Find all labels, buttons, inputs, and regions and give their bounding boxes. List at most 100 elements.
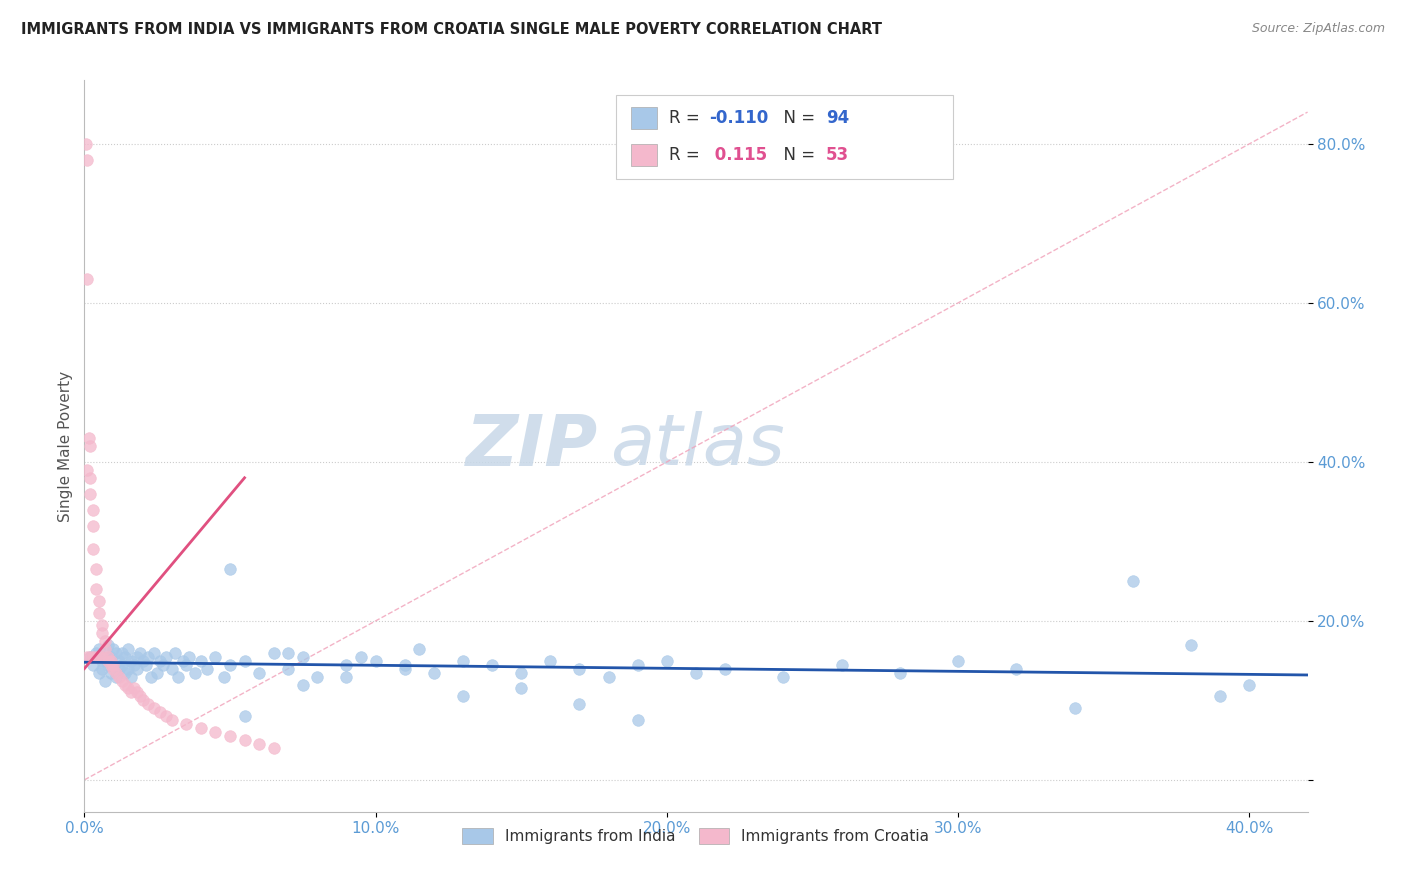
Point <box>79 439 101 453</box>
Point <box>125 662 148 676</box>
Point <box>79 486 101 500</box>
Point <box>82 657 104 672</box>
Point <box>82 542 104 557</box>
Y-axis label: Single Male Poverty: Single Male Poverty <box>58 370 73 522</box>
Point <box>204 649 226 664</box>
Point <box>149 654 172 668</box>
Point <box>179 649 201 664</box>
Point <box>772 669 794 683</box>
Point <box>163 646 186 660</box>
Point <box>84 562 107 576</box>
Point <box>451 690 474 704</box>
Point <box>108 654 131 668</box>
Point <box>1239 677 1261 691</box>
Point <box>97 638 120 652</box>
Point <box>76 463 98 477</box>
Point <box>84 582 107 596</box>
Point <box>105 669 128 683</box>
Point <box>166 669 188 683</box>
Point <box>79 649 101 664</box>
Point <box>114 677 136 691</box>
Text: -0.110: -0.110 <box>710 109 769 127</box>
Point <box>117 641 139 656</box>
Point <box>128 690 150 704</box>
FancyBboxPatch shape <box>631 145 657 167</box>
Point <box>90 662 112 676</box>
Point <box>120 654 142 668</box>
Point <box>93 649 115 664</box>
Point <box>627 657 650 672</box>
Point <box>1063 701 1085 715</box>
Point <box>174 717 197 731</box>
Point <box>97 649 120 664</box>
Point <box>655 654 678 668</box>
Point <box>120 669 142 683</box>
Point <box>291 649 314 664</box>
Point <box>160 714 183 728</box>
Point <box>174 657 197 672</box>
Point <box>138 698 160 712</box>
Point <box>408 641 430 656</box>
Point <box>204 725 226 739</box>
Text: IMMIGRANTS FROM INDIA VS IMMIGRANTS FROM CROATIA SINGLE MALE POVERTY CORRELATION: IMMIGRANTS FROM INDIA VS IMMIGRANTS FROM… <box>21 22 882 37</box>
Point <box>364 654 387 668</box>
Point <box>100 654 122 668</box>
Point <box>125 685 148 699</box>
Point <box>87 606 110 620</box>
Point <box>291 677 314 691</box>
Text: N =: N = <box>773 146 821 164</box>
Point <box>1209 690 1232 704</box>
Point <box>195 662 218 676</box>
Point <box>108 669 131 683</box>
Point <box>111 646 134 660</box>
Point <box>219 562 242 576</box>
Point <box>172 654 194 668</box>
Point <box>568 698 591 712</box>
Point <box>84 646 107 660</box>
Point <box>138 649 160 664</box>
Point <box>105 665 128 680</box>
Point <box>87 649 110 664</box>
Point <box>451 654 474 668</box>
Point <box>277 662 299 676</box>
Point <box>263 741 285 756</box>
Point <box>184 665 207 680</box>
Point <box>82 502 104 516</box>
Point <box>481 657 503 672</box>
FancyBboxPatch shape <box>616 95 953 179</box>
Text: 53: 53 <box>825 146 849 164</box>
Point <box>143 646 166 660</box>
Point <box>82 518 104 533</box>
Point <box>714 662 737 676</box>
Point <box>111 673 134 688</box>
Point <box>97 657 120 672</box>
Text: atlas: atlas <box>610 411 785 481</box>
Point <box>111 657 134 672</box>
Point <box>114 665 136 680</box>
Point <box>100 665 122 680</box>
Point <box>219 729 242 743</box>
Point <box>350 649 373 664</box>
Point <box>946 654 969 668</box>
Point <box>76 272 98 286</box>
Point <box>149 706 172 720</box>
Point <box>146 665 169 680</box>
Point <box>90 618 112 632</box>
Point <box>1005 662 1028 676</box>
Point <box>510 681 533 696</box>
Point <box>125 649 148 664</box>
Point <box>155 649 177 664</box>
Text: ZIP: ZIP <box>465 411 598 481</box>
Point <box>100 657 122 672</box>
Text: N =: N = <box>773 109 821 127</box>
Point <box>100 649 122 664</box>
Point <box>131 654 153 668</box>
Point <box>87 665 110 680</box>
Point <box>247 665 270 680</box>
Point <box>76 649 98 664</box>
Point <box>263 646 285 660</box>
Point <box>1180 638 1202 652</box>
Point <box>538 654 561 668</box>
Point <box>82 649 104 664</box>
Point <box>568 662 591 676</box>
